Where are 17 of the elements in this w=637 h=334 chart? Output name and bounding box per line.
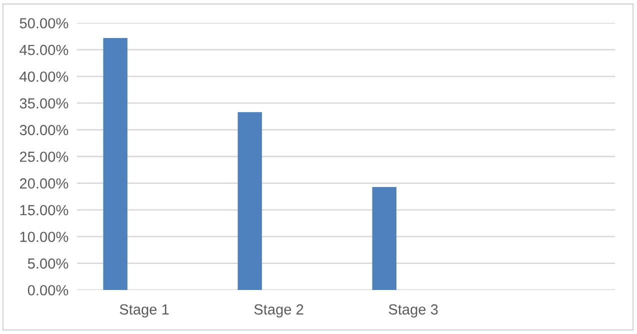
x-tick-label: Stage 2 [254,304,304,318]
y-tick-label: 5.00% [28,258,68,269]
bar [103,38,128,290]
y-tick-label: 15.00% [20,205,68,216]
y-tick-label: 25.00% [20,152,68,162]
y-tick-label: 45.00% [20,44,68,56]
y-tick-label: 10.00% [20,232,68,242]
x-tick-label: Stage 3 [388,304,438,318]
bar [238,112,262,290]
y-tick-label: 20.00% [20,178,68,189]
x-tick-label: Stage 1 [120,304,169,318]
y-tick-label: 50.00% [20,18,68,28]
y-tick-label: 35.00% [20,98,68,109]
y-tick-label: 40.00% [20,72,68,82]
y-tick-label: 30.00% [20,124,68,136]
y-tick-label: 0.00% [28,285,68,296]
bar [372,186,396,290]
